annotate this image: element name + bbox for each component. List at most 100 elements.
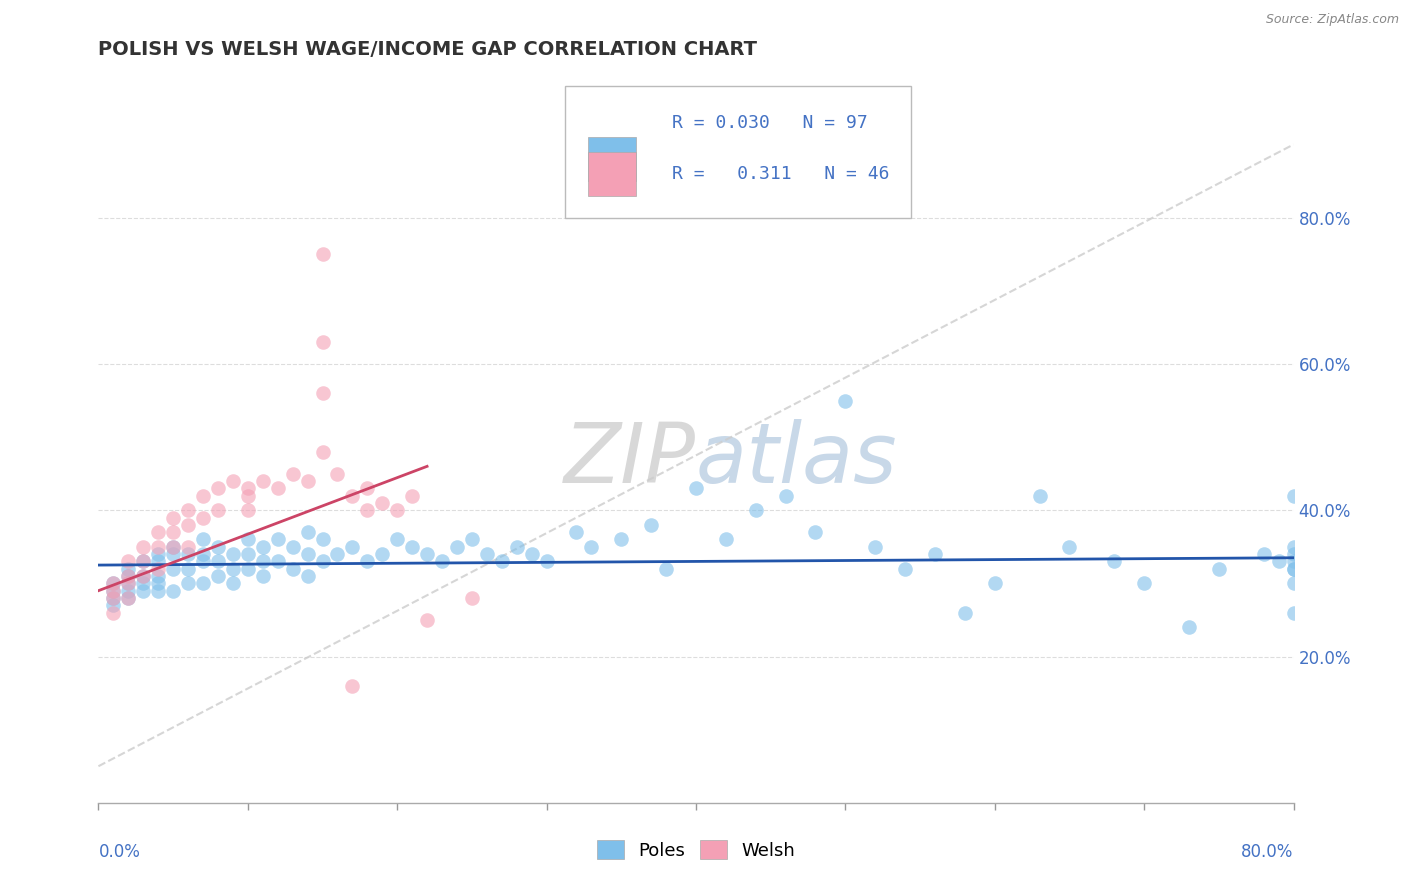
Point: [311, 444, 333, 458]
Point: [506, 540, 529, 554]
Point: [953, 606, 976, 620]
Point: [1178, 620, 1201, 634]
Point: [117, 569, 139, 583]
Point: [745, 503, 768, 517]
Point: [1104, 554, 1126, 568]
Point: [103, 583, 125, 598]
Point: [103, 576, 125, 591]
Point: [267, 554, 290, 568]
Point: [162, 525, 184, 540]
Point: [162, 540, 184, 554]
Point: [655, 562, 678, 576]
Point: [103, 599, 125, 613]
Point: [267, 481, 290, 495]
Point: [1208, 562, 1230, 576]
Point: [148, 525, 170, 540]
Point: [581, 540, 603, 554]
Point: [148, 583, 170, 598]
Point: [1282, 540, 1305, 554]
Point: [342, 489, 364, 503]
Point: [1282, 554, 1305, 568]
Point: [326, 467, 349, 481]
Point: [162, 562, 184, 576]
Point: [207, 554, 229, 568]
Point: [1059, 540, 1081, 554]
Point: [297, 547, 319, 561]
Text: 0.0%: 0.0%: [98, 843, 141, 861]
Point: [103, 591, 125, 605]
Point: [924, 547, 946, 561]
Point: [148, 547, 170, 561]
Point: [177, 517, 200, 532]
Text: R =   0.311   N = 46: R = 0.311 N = 46: [672, 165, 890, 183]
Point: [461, 591, 484, 605]
Point: [714, 533, 737, 547]
Point: [1282, 547, 1305, 561]
Point: [117, 576, 139, 591]
Point: [148, 554, 170, 568]
Point: [342, 540, 364, 554]
Point: [207, 503, 229, 517]
Point: [1282, 562, 1305, 576]
Point: [804, 525, 827, 540]
Point: [416, 547, 439, 561]
Point: [326, 547, 349, 561]
Point: [267, 533, 290, 547]
Point: [311, 533, 333, 547]
Point: [177, 540, 200, 554]
Point: [132, 569, 155, 583]
Point: [236, 547, 259, 561]
Point: [117, 591, 139, 605]
Point: [191, 489, 214, 503]
Point: [430, 554, 453, 568]
Point: [311, 247, 333, 261]
Point: [311, 386, 333, 401]
Point: [894, 562, 917, 576]
Point: [132, 569, 155, 583]
Point: [565, 525, 588, 540]
Point: [117, 583, 139, 598]
Point: [103, 591, 125, 605]
Point: [311, 334, 333, 349]
Point: [162, 510, 184, 524]
Point: [148, 562, 170, 576]
Point: [117, 569, 139, 583]
Point: [297, 474, 319, 488]
Point: [834, 393, 856, 408]
Point: [148, 540, 170, 554]
Point: [162, 540, 184, 554]
Point: [222, 576, 245, 591]
Point: [371, 547, 394, 561]
Point: [132, 540, 155, 554]
Point: [103, 576, 125, 591]
Point: [536, 554, 558, 568]
Text: R = 0.030   N = 97: R = 0.030 N = 97: [672, 113, 868, 131]
Point: [222, 547, 245, 561]
Point: [640, 517, 662, 532]
Point: [385, 533, 409, 547]
Point: [117, 576, 139, 591]
Point: [191, 533, 214, 547]
FancyBboxPatch shape: [565, 86, 911, 218]
Point: [162, 583, 184, 598]
Point: [475, 547, 498, 561]
Point: [222, 474, 245, 488]
Point: [610, 533, 633, 547]
Point: [177, 547, 200, 561]
Point: [132, 583, 155, 598]
Point: [236, 533, 259, 547]
Point: [177, 576, 200, 591]
Point: [148, 569, 170, 583]
Point: [865, 540, 887, 554]
Point: [252, 554, 274, 568]
Point: [252, 474, 274, 488]
Text: ZIP: ZIP: [564, 418, 696, 500]
Point: [1282, 489, 1305, 503]
Point: [401, 489, 423, 503]
Point: [1282, 562, 1305, 576]
Point: [281, 562, 304, 576]
Point: [461, 533, 484, 547]
Bar: [589, 137, 637, 181]
Point: [297, 525, 319, 540]
Point: [132, 554, 155, 568]
